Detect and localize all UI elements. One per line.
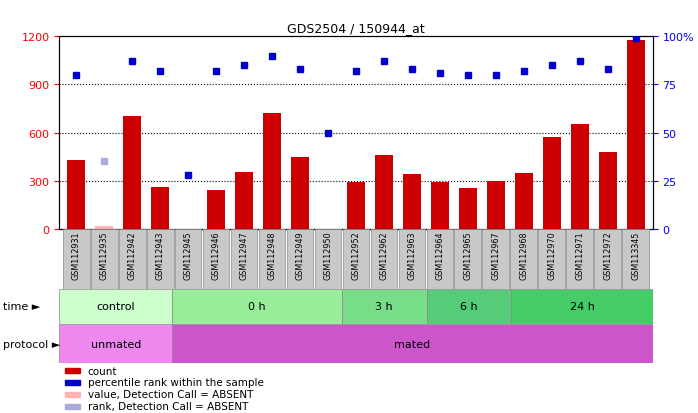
FancyBboxPatch shape (230, 229, 258, 289)
FancyBboxPatch shape (510, 229, 537, 289)
FancyBboxPatch shape (315, 229, 341, 289)
Text: 3 h: 3 h (376, 301, 393, 312)
Bar (263, 114, 281, 229)
Bar (431, 183, 449, 229)
Text: percentile rank within the sample: percentile rank within the sample (88, 377, 264, 387)
FancyBboxPatch shape (258, 229, 285, 289)
Text: GSM112967: GSM112967 (491, 231, 500, 280)
FancyBboxPatch shape (147, 229, 174, 289)
Text: GSM112935: GSM112935 (100, 231, 109, 280)
Text: count: count (88, 366, 117, 376)
Bar (151, 188, 169, 229)
Text: GSM112962: GSM112962 (380, 231, 389, 280)
Text: GSM112945: GSM112945 (184, 231, 193, 280)
Text: protocol ►: protocol ► (3, 339, 61, 349)
FancyBboxPatch shape (63, 229, 89, 289)
Bar (627, 41, 645, 229)
Title: GDS2504 / 150944_at: GDS2504 / 150944_at (287, 21, 425, 35)
Text: 6 h: 6 h (460, 301, 478, 312)
Bar (207, 191, 225, 229)
Text: 0 h: 0 h (248, 301, 266, 312)
FancyBboxPatch shape (623, 229, 649, 289)
Text: GSM112971: GSM112971 (575, 231, 584, 280)
Bar (66, 404, 80, 408)
FancyBboxPatch shape (343, 229, 369, 289)
Bar (487, 181, 505, 229)
FancyBboxPatch shape (512, 289, 653, 324)
Text: mated: mated (394, 339, 431, 349)
Text: GSM112943: GSM112943 (156, 231, 165, 279)
FancyBboxPatch shape (172, 324, 653, 363)
Text: GSM112952: GSM112952 (352, 231, 360, 280)
FancyBboxPatch shape (342, 289, 426, 324)
Text: GSM112964: GSM112964 (436, 231, 445, 279)
FancyBboxPatch shape (426, 229, 454, 289)
FancyBboxPatch shape (287, 229, 313, 289)
Bar (95, 227, 113, 229)
Text: GSM112963: GSM112963 (408, 231, 417, 279)
Text: GSM112946: GSM112946 (211, 231, 221, 279)
Bar (66, 368, 80, 373)
Text: GSM112931: GSM112931 (72, 231, 81, 279)
Text: GSM112968: GSM112968 (519, 231, 528, 279)
Bar (66, 392, 80, 396)
Text: GSM112942: GSM112942 (128, 231, 137, 280)
Bar (291, 157, 309, 229)
Bar (599, 152, 617, 229)
Bar (347, 183, 365, 229)
FancyBboxPatch shape (59, 324, 172, 363)
Text: rank, Detection Call = ABSENT: rank, Detection Call = ABSENT (88, 401, 248, 411)
Bar (571, 125, 589, 229)
Bar (66, 380, 80, 385)
Text: control: control (96, 301, 135, 312)
FancyBboxPatch shape (174, 229, 202, 289)
Text: GSM112947: GSM112947 (239, 231, 248, 280)
FancyBboxPatch shape (59, 289, 172, 324)
FancyBboxPatch shape (567, 229, 593, 289)
Bar (543, 138, 561, 229)
Bar (123, 117, 141, 229)
Text: GSM112970: GSM112970 (547, 231, 556, 280)
Text: 24 h: 24 h (570, 301, 595, 312)
Text: unmated: unmated (91, 339, 141, 349)
Bar (235, 172, 253, 229)
FancyBboxPatch shape (454, 229, 482, 289)
Bar (375, 156, 393, 229)
Text: GSM113345: GSM113345 (631, 231, 640, 279)
FancyBboxPatch shape (202, 229, 230, 289)
FancyBboxPatch shape (482, 229, 510, 289)
Text: GSM112948: GSM112948 (267, 231, 276, 279)
Text: value, Detection Call = ABSENT: value, Detection Call = ABSENT (88, 389, 253, 399)
FancyBboxPatch shape (538, 229, 565, 289)
Bar (67, 160, 85, 229)
FancyBboxPatch shape (399, 229, 425, 289)
Text: GSM112972: GSM112972 (603, 231, 612, 280)
FancyBboxPatch shape (426, 289, 512, 324)
Text: GSM112965: GSM112965 (463, 231, 473, 280)
Bar (403, 175, 421, 229)
FancyBboxPatch shape (172, 289, 342, 324)
Text: GSM112950: GSM112950 (323, 231, 332, 280)
Text: time ►: time ► (3, 301, 40, 312)
Text: GSM112949: GSM112949 (295, 231, 304, 280)
FancyBboxPatch shape (119, 229, 145, 289)
Bar (515, 173, 533, 229)
FancyBboxPatch shape (371, 229, 397, 289)
FancyBboxPatch shape (595, 229, 621, 289)
FancyBboxPatch shape (91, 229, 117, 289)
Bar (459, 188, 477, 229)
